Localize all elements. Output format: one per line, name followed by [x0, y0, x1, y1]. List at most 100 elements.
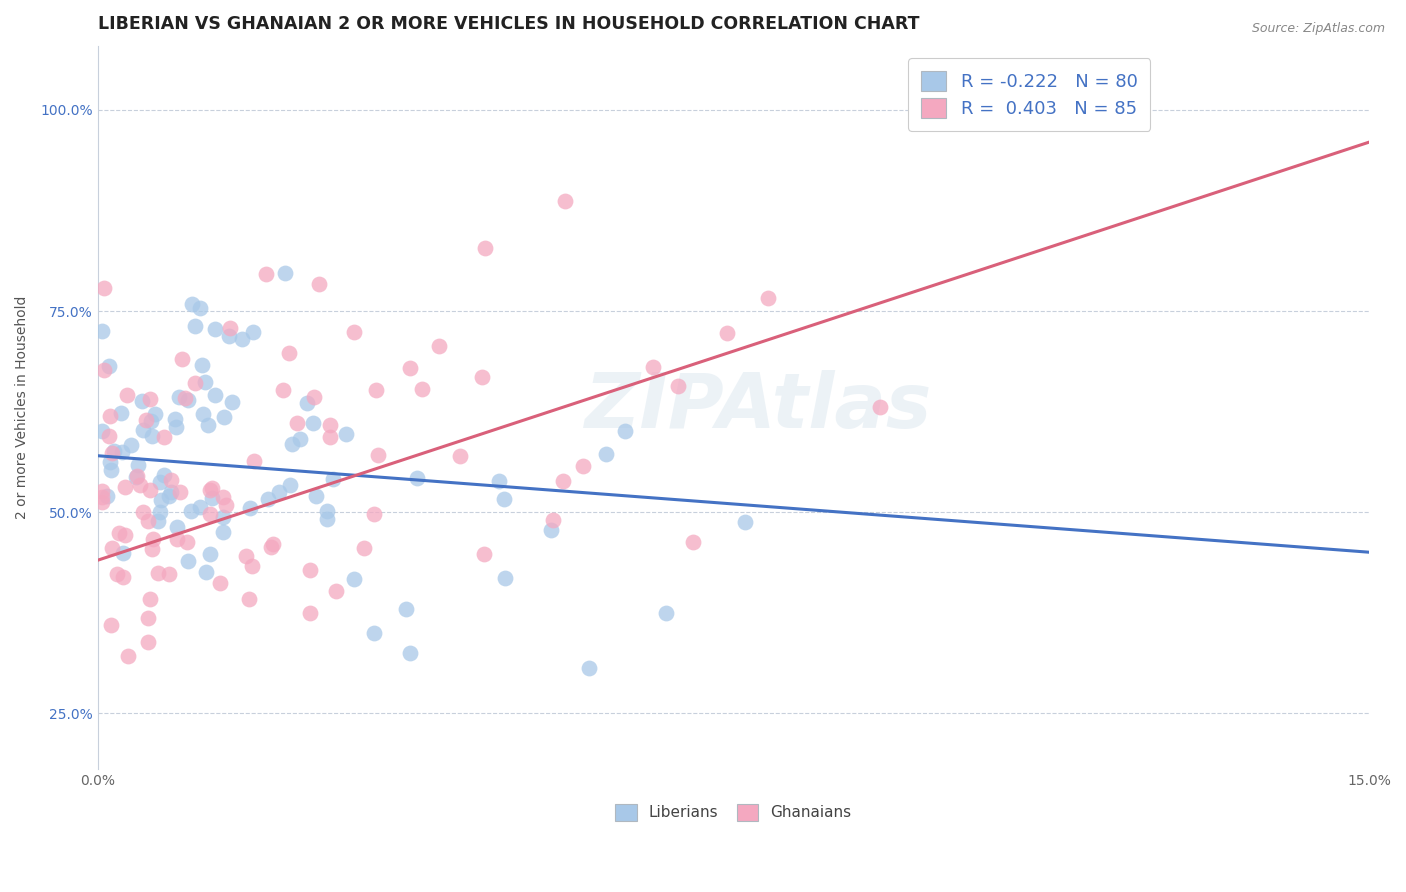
Point — [172, 351, 194, 366]
Point — [139, 483, 162, 497]
Point — [146, 514, 169, 528]
Point — [107, 525, 129, 540]
Point — [474, 242, 496, 256]
Point — [666, 379, 689, 393]
Point — [363, 507, 385, 521]
Point — [100, 541, 122, 556]
Point — [193, 375, 215, 389]
Point — [90, 490, 112, 504]
Point — [110, 406, 132, 420]
Point — [758, 291, 780, 305]
Point — [115, 388, 138, 402]
Point — [367, 449, 389, 463]
Point — [869, 400, 891, 414]
Point — [259, 541, 281, 555]
Point — [132, 505, 155, 519]
Point — [131, 393, 153, 408]
Point — [322, 472, 344, 486]
Text: LIBERIAN VS GHANAIAN 2 OR MORE VEHICLES IN HOUSEHOLD CORRELATION CHART: LIBERIAN VS GHANAIAN 2 OR MORE VEHICLES … — [97, 15, 920, 33]
Point — [595, 447, 617, 461]
Point — [472, 547, 495, 561]
Point — [269, 484, 291, 499]
Point — [159, 473, 181, 487]
Point — [194, 565, 217, 579]
Point — [215, 498, 238, 512]
Point — [315, 503, 337, 517]
Point — [572, 458, 595, 473]
Point — [243, 454, 266, 468]
Point — [257, 492, 280, 507]
Point — [90, 324, 112, 338]
Point — [132, 423, 155, 437]
Point — [150, 492, 173, 507]
Point — [325, 584, 347, 599]
Point — [553, 474, 575, 488]
Point — [543, 513, 565, 527]
Point — [204, 321, 226, 335]
Point — [238, 592, 260, 607]
Point — [134, 413, 156, 427]
Point — [655, 606, 678, 620]
Point — [240, 558, 263, 573]
Point — [239, 500, 262, 515]
Point — [308, 277, 330, 291]
Point — [302, 416, 325, 430]
Point — [100, 618, 122, 632]
Point — [141, 429, 163, 443]
Point — [208, 576, 231, 591]
Point — [188, 301, 211, 315]
Point — [111, 546, 134, 560]
Point — [254, 267, 277, 281]
Point — [212, 490, 235, 504]
Point — [176, 534, 198, 549]
Point — [103, 443, 125, 458]
Point — [136, 611, 159, 625]
Point — [197, 417, 219, 432]
Point — [342, 325, 364, 339]
Point — [278, 346, 301, 360]
Point — [204, 388, 226, 402]
Point — [98, 455, 121, 469]
Point — [494, 491, 516, 506]
Point — [280, 478, 302, 492]
Point — [274, 266, 297, 280]
Point — [212, 525, 235, 540]
Point — [449, 449, 471, 463]
Point — [146, 566, 169, 580]
Text: ZIPAtlas: ZIPAtlas — [585, 370, 932, 444]
Point — [319, 430, 342, 444]
Point — [200, 483, 222, 498]
Point — [136, 514, 159, 528]
Point — [141, 542, 163, 557]
Point — [406, 471, 429, 485]
Point — [212, 510, 235, 524]
Point — [105, 567, 128, 582]
Point — [157, 489, 180, 503]
Point — [395, 602, 418, 616]
Point — [285, 417, 308, 431]
Point — [218, 329, 240, 343]
Point — [734, 515, 756, 529]
Point — [169, 485, 191, 500]
Point — [641, 359, 664, 374]
Point — [295, 396, 318, 410]
Text: Source: ZipAtlas.com: Source: ZipAtlas.com — [1251, 22, 1385, 36]
Point — [139, 414, 162, 428]
Point — [111, 445, 134, 459]
Point — [153, 467, 176, 482]
Point — [231, 332, 253, 346]
Point — [299, 606, 322, 620]
Point — [114, 480, 136, 494]
Point — [411, 382, 433, 396]
Point — [578, 661, 600, 675]
Y-axis label: 2 or more Vehicles in Household: 2 or more Vehicles in Household — [15, 296, 30, 519]
Point — [281, 437, 304, 451]
Point — [152, 430, 174, 444]
Point — [127, 469, 149, 483]
Point — [343, 572, 366, 586]
Point — [198, 507, 221, 521]
Point — [219, 321, 242, 335]
Point — [235, 549, 257, 564]
Point — [242, 325, 264, 339]
Point — [399, 361, 422, 376]
